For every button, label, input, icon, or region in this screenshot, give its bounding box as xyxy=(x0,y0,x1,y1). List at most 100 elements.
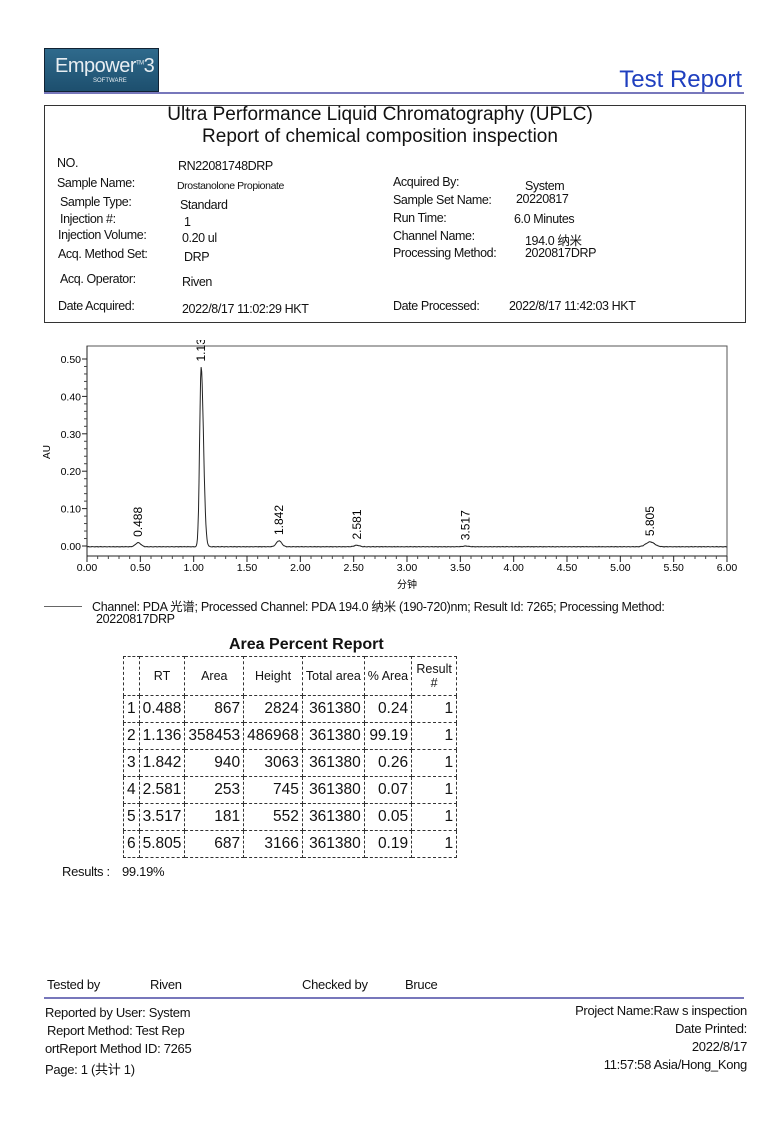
footer-right-line: Project Name:Raw s inspection xyxy=(575,1003,747,1018)
x-axis-label: 分钟 xyxy=(397,578,417,590)
table-cell: 486968 xyxy=(243,722,303,750)
info-value: Riven xyxy=(182,275,212,289)
info-label: Acq. Method Set: xyxy=(58,247,148,261)
info-value: 0.20 ul xyxy=(182,231,217,245)
footer-right-line: 2022/8/17 xyxy=(691,1039,747,1054)
info-label: Injection Volume: xyxy=(58,228,147,242)
info-label: NO. xyxy=(57,156,79,170)
x-tick-label: 4.50 xyxy=(557,562,578,574)
info-label: Channel Name: xyxy=(393,229,475,243)
table-cell: 2 xyxy=(123,722,140,750)
table-cell: 0.07 xyxy=(363,776,413,804)
table-cell: 1 xyxy=(411,722,458,750)
tested-by: Riven xyxy=(150,977,182,992)
info-value: Standard xyxy=(180,198,228,212)
x-tick-label: 1.00 xyxy=(183,562,204,574)
table-cell: 0.19 xyxy=(363,830,413,858)
table-cell: 5.805 xyxy=(138,830,186,858)
info-value: 2020817DRP xyxy=(525,246,597,260)
footer-divider xyxy=(44,997,744,999)
x-tick-label: 4.00 xyxy=(503,562,524,574)
y-tick-label: 0.50 xyxy=(61,354,82,366)
footer-right-line: 11:57:58 Asia/Hong_Kong xyxy=(603,1057,748,1072)
table-cell: 99.19 xyxy=(363,722,413,750)
y-tick-label: 0.40 xyxy=(61,391,82,403)
table-row: 2 1.136 358453 486968 361380 99.19 1 xyxy=(123,722,458,750)
x-tick-label: 0.00 xyxy=(77,562,98,574)
peak-label: 1.842 xyxy=(272,505,286,535)
info-label: Date Processed: xyxy=(393,299,480,313)
column-header: Area xyxy=(184,656,245,696)
area-percent-table: RT Area Height Total area% Area Result #1 0.4… xyxy=(123,656,458,858)
table-cell: 0.24 xyxy=(363,695,413,723)
info-label: Acquired By: xyxy=(393,175,460,189)
y-tick-label: 0.20 xyxy=(61,466,82,478)
info-label: Sample Type: xyxy=(60,195,132,209)
chromatogram-trace xyxy=(86,367,728,548)
info-label: Run Time: xyxy=(393,211,447,225)
info-value: DRP xyxy=(184,250,210,264)
x-tick-label: 3.00 xyxy=(397,562,418,574)
table-cell: 358453 xyxy=(184,722,245,750)
table-row: 3 1.842 940 3063 361380 0.26 1 xyxy=(123,749,458,777)
table-cell: 687 xyxy=(184,830,245,858)
info-value: 2022/8/17 11:42:03 HKT xyxy=(509,299,636,313)
table-cell: 5 xyxy=(123,803,140,831)
table-cell: 3.517 xyxy=(138,803,186,831)
column-header: Height xyxy=(243,656,303,696)
x-tick-label: 2.50 xyxy=(343,562,364,574)
doc-subtitle: Report of chemical composition inspectio… xyxy=(202,126,558,147)
table-cell: 361380 xyxy=(301,749,365,777)
checked-by: Bruce xyxy=(405,977,438,992)
info-label: Injection #: xyxy=(60,212,116,226)
table-cell: 745 xyxy=(243,776,303,804)
peak-label: 5.805 xyxy=(643,506,657,536)
header-divider xyxy=(44,92,744,94)
checked-by-label: Checked by xyxy=(302,977,368,992)
table-cell: 1 xyxy=(411,803,458,831)
y-tick-label: 0.30 xyxy=(61,429,82,441)
legend-line xyxy=(44,606,82,607)
info-value: System xyxy=(525,179,565,193)
tested-by-label: Tested by xyxy=(47,977,100,992)
table-cell: 361380 xyxy=(301,830,365,858)
table-cell: 181 xyxy=(184,803,245,831)
x-tick-label: 1.50 xyxy=(237,562,258,574)
legend-text-2: 20220817DRP xyxy=(96,612,175,626)
info-value: 1 xyxy=(184,215,191,229)
empower-logo: EmpowerTM3 SOFTWARE xyxy=(44,48,159,92)
info-value: RN22081748DRP xyxy=(178,159,273,173)
table-cell: 253 xyxy=(184,776,245,804)
column-header: Result # xyxy=(411,656,458,696)
table-cell: 1 xyxy=(411,776,458,804)
doc-title: Ultra Performance Liquid Chromatography … xyxy=(167,104,593,125)
column-header xyxy=(123,656,140,696)
info-value: 20220817 xyxy=(516,192,569,206)
results-value: 99.19% xyxy=(122,864,165,879)
table-cell: 1.842 xyxy=(138,749,186,777)
y-tick-label: 0.00 xyxy=(61,541,82,553)
table-row: 4 2.581 253 745 361380 0.07 1 xyxy=(123,776,458,804)
info-value: 194.0 纳米 xyxy=(525,234,582,248)
column-header: RT xyxy=(138,656,186,696)
table-cell: 361380 xyxy=(301,722,365,750)
info-label: Processing Method: xyxy=(393,246,497,260)
info-box xyxy=(44,105,746,323)
table-row: 6 5.805 687 3166 361380 0.19 1 xyxy=(123,830,458,858)
table-cell: 2.581 xyxy=(138,776,186,804)
table-cell: 1 xyxy=(411,695,458,723)
table-cell: 3 xyxy=(123,749,140,777)
table-cell: 0.05 xyxy=(363,803,413,831)
info-label: Sample Set Name: xyxy=(393,193,492,207)
x-tick-label: 5.50 xyxy=(663,562,684,574)
y-tick-label: 0.10 xyxy=(61,504,82,516)
footer-left-line: Reported by User: System xyxy=(45,1005,191,1020)
column-header: Total area xyxy=(301,656,365,696)
table-cell: 1 xyxy=(123,695,140,723)
x-tick-label: 0.50 xyxy=(130,562,151,574)
table-cell: 361380 xyxy=(301,695,365,723)
results-label: Results : xyxy=(62,864,110,879)
info-value: 2022/8/17 11:02:29 HKT xyxy=(182,302,309,316)
table-row: 1 0.488 867 2824 361380 0.24 1 xyxy=(123,695,458,723)
footer-right-line: Date Printed: xyxy=(675,1021,747,1036)
